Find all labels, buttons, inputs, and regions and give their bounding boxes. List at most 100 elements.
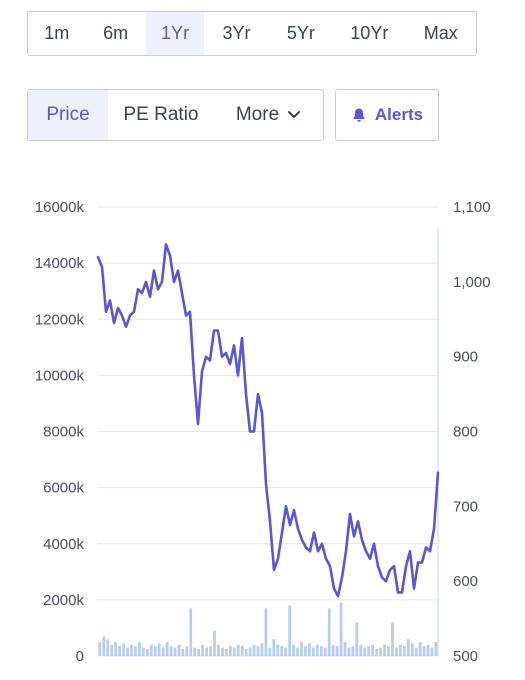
range-button-10yr[interactable]: 10Yr	[350, 23, 389, 43]
right-tick-label: 500	[453, 648, 478, 665]
volume-bar	[260, 643, 264, 656]
left-axis-ticks: 0 2000k 4000k 6000k 8000k 10000k 12000k 14000k 1…	[35, 199, 85, 665]
volume-bar	[248, 647, 252, 656]
volume-bar	[395, 647, 398, 656]
volume-bar	[169, 646, 173, 656]
volume-bar	[98, 641, 102, 656]
metric-selector: Price PE Ratio More	[27, 89, 324, 141]
volume-bar	[434, 641, 438, 656]
volume-bar	[213, 630, 216, 656]
gridlines	[98, 206, 438, 657]
volume-bar	[126, 647, 129, 656]
volume-bars	[98, 602, 438, 656]
volume-bar	[387, 646, 390, 656]
left-tick-label: 4000k	[43, 536, 84, 553]
volume-bar	[355, 622, 359, 656]
volume-bar	[339, 602, 343, 656]
more-dropdown[interactable]: More	[214, 90, 323, 140]
volume-bar	[134, 646, 137, 656]
volume-bar	[122, 643, 125, 656]
alerts-button[interactable]: Alerts	[335, 89, 439, 141]
volume-bar	[240, 646, 244, 656]
price-volume-chart: 0 2000k 4000k 6000k 8000k 10000k 12000k 14000k 1…	[35, 199, 491, 665]
volume-bar	[205, 647, 208, 656]
right-tick-label: 900	[453, 349, 478, 366]
volume-bar	[102, 636, 106, 656]
volume-bar	[153, 646, 157, 656]
range-button-6m[interactable]: 6m	[103, 23, 129, 43]
range-button-5yr[interactable]: 5Yr	[286, 23, 315, 43]
volume-bar	[276, 644, 280, 656]
volume-bar	[311, 647, 315, 656]
price-tab-label: Price	[46, 104, 90, 125]
volume-bar	[406, 639, 410, 656]
time-range-selector: 1m 6m 1Yr 3Yr 5Yr 10Yr Max	[27, 11, 477, 56]
alerts-label: Alerts	[374, 105, 424, 124]
volume-bar	[296, 647, 299, 656]
right-tick-label: 700	[453, 498, 478, 515]
pe-ratio-tab[interactable]: PE Ratio	[108, 90, 214, 140]
price-tab[interactable]: Price	[28, 90, 108, 140]
volume-bar	[209, 646, 212, 656]
volume-bar	[284, 647, 288, 656]
range-button-max[interactable]: Max	[423, 23, 458, 43]
volume-bar	[327, 608, 331, 656]
price-line	[96, 243, 440, 598]
volume-bar	[343, 641, 347, 656]
volume-bar	[351, 646, 355, 656]
volume-bar	[114, 641, 118, 656]
pe-ratio-tab-label: PE Ratio	[123, 104, 199, 125]
volume-bar	[173, 647, 177, 656]
volume-bar	[383, 644, 386, 656]
volume-bar	[280, 646, 284, 656]
volume-bar	[292, 644, 295, 656]
volume-bar	[181, 648, 185, 656]
volume-bar	[315, 644, 319, 656]
volume-bar	[256, 646, 260, 656]
volume-bar	[232, 647, 236, 656]
volume-bar	[201, 644, 205, 656]
volume-bar	[288, 605, 292, 656]
right-axis-ticks: 500 600 700 800 900 1,000 1,100	[453, 199, 491, 665]
volume-bar	[165, 641, 169, 656]
right-tick-label: 1,000	[453, 274, 491, 291]
volume-bar	[398, 644, 402, 656]
volume-bar	[308, 643, 311, 656]
volume-bar	[193, 647, 197, 656]
volume-bar	[130, 644, 133, 656]
left-tick-label: 6000k	[43, 480, 84, 497]
right-tick-label: 800	[453, 424, 478, 441]
left-tick-label: 10000k	[35, 367, 85, 384]
left-tick-label: 8000k	[43, 424, 84, 441]
volume-bar	[236, 644, 240, 656]
volume-bar	[228, 646, 232, 656]
volume-bar	[264, 608, 268, 656]
volume-bar	[225, 648, 228, 656]
volume-bar	[402, 646, 406, 656]
more-dropdown-label: More	[235, 104, 280, 125]
left-tick-label: 2000k	[43, 592, 84, 609]
volume-bar	[197, 648, 201, 656]
volume-bar	[426, 644, 430, 656]
volume-bar	[371, 644, 375, 656]
volume-bar	[161, 647, 165, 656]
volume-bar	[331, 644, 335, 656]
range-button-1m[interactable]: 1m	[44, 23, 70, 43]
volume-bar	[335, 646, 339, 656]
volume-bar	[268, 647, 272, 656]
volume-bar	[141, 647, 145, 656]
range-button-1yr[interactable]: 1Yr	[145, 12, 205, 55]
range-button-3yr[interactable]: 3Yr	[222, 23, 251, 43]
volume-bar	[217, 644, 220, 656]
chevron-down-icon	[288, 111, 301, 118]
volume-bar	[319, 646, 323, 656]
volume-bar	[418, 641, 422, 656]
volume-bar	[359, 644, 363, 656]
volume-bar	[422, 646, 426, 656]
volume-bar	[149, 644, 153, 656]
volume-bar	[106, 639, 110, 656]
volume-bar	[347, 647, 351, 656]
volume-bar	[300, 641, 303, 656]
volume-bar	[410, 643, 414, 656]
volume-bar	[110, 644, 114, 656]
